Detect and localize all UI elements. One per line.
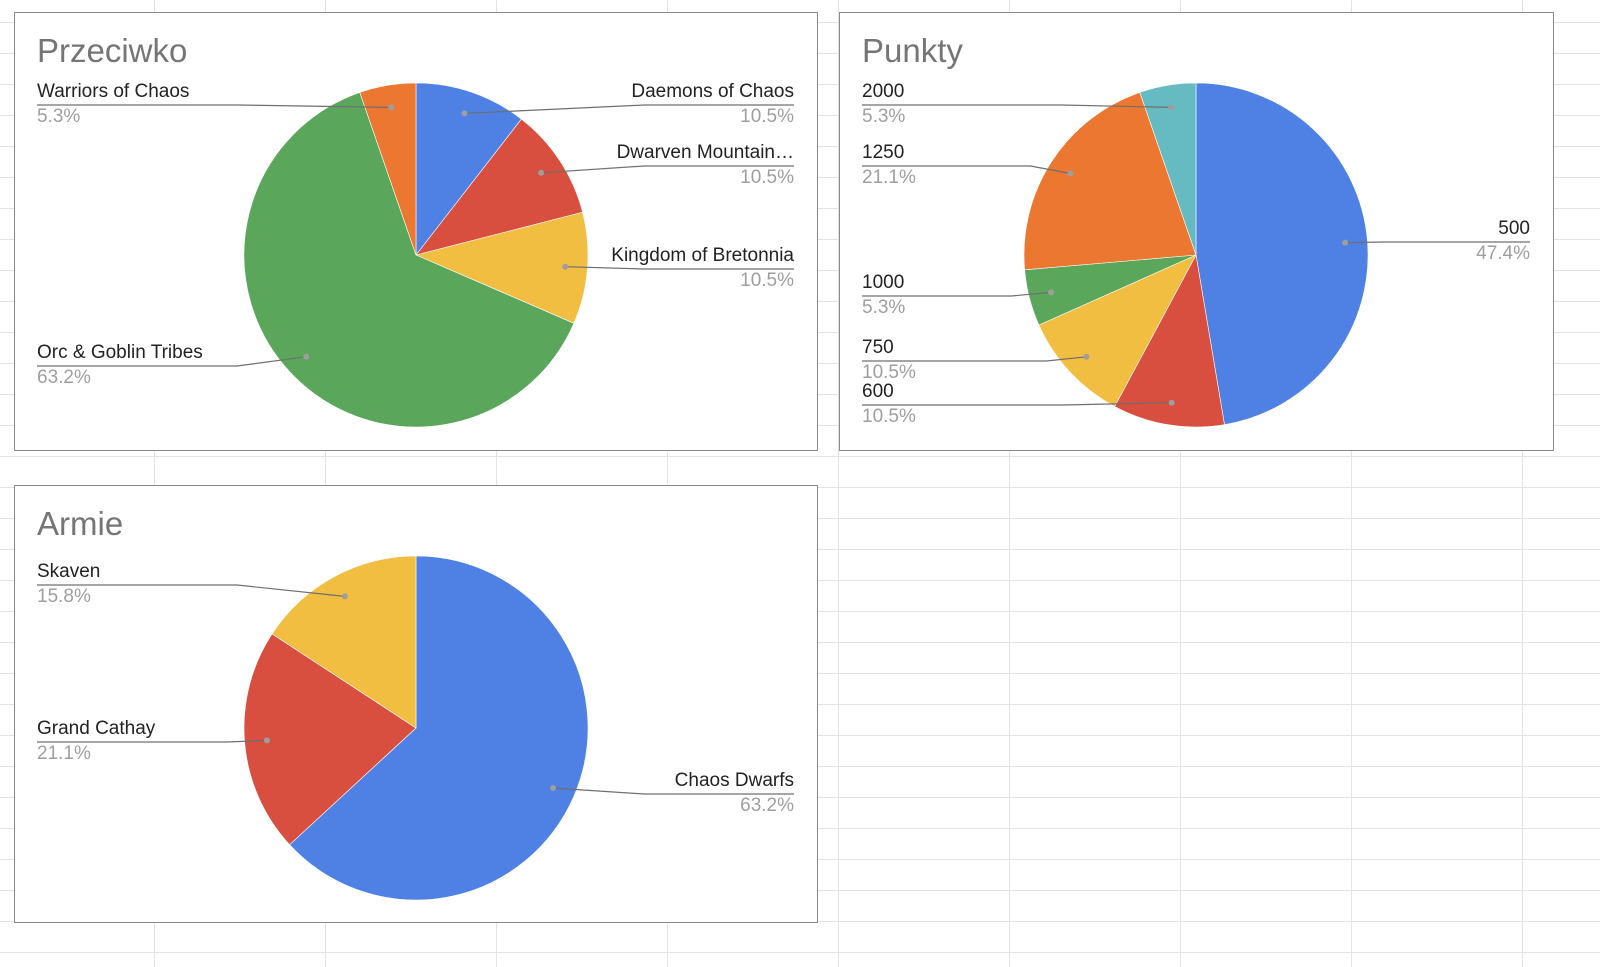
pie-slice-500[interactable] (1195, 82, 1369, 425)
slice-label-skaven: Skaven (37, 561, 100, 582)
leader-dot-dwarven-mountain (538, 169, 545, 176)
slice-percent-chaos-dwarfs: 63.2% (740, 795, 794, 816)
leader-dot-600 (1168, 399, 1175, 406)
leader-line-dwarven-mountain (541, 165, 794, 174)
slice-label-dwarven-mountain: Dwarven Mountain… (617, 142, 794, 163)
leader-dot-skaven (341, 593, 348, 600)
slice-percent-orc-goblin-tribes: 63.2% (37, 367, 91, 388)
pie-slice-warriors-of-chaos[interactable] (359, 82, 417, 256)
pie-slice-grand-cathay[interactable] (243, 633, 417, 846)
leader-line-750 (862, 356, 1087, 362)
leader-line-kingdom-of-bretonnia (565, 266, 794, 270)
leader-line-skaven (37, 584, 345, 597)
chart-armie[interactable]: Armie Chaos Dwarfs 63.2% Grand Cathay 21.1%… (14, 485, 818, 923)
leader-dot-daemons-of-chaos (461, 110, 468, 117)
leader-dot-750 (1083, 353, 1090, 360)
chart-armie-svg: Armie Chaos Dwarfs 63.2% Grand Cathay 21.1%… (37, 505, 794, 901)
slice-percent-skaven: 15.8% (37, 586, 91, 607)
pie-slice-600[interactable] (1114, 254, 1225, 428)
leader-line-1000 (862, 291, 1052, 297)
pie-slice-dwarven-mountain[interactable] (415, 118, 583, 256)
slice-label-kingdom-of-bretonnia: Kingdom of Bretonnia (611, 245, 794, 266)
leader-line-warriors-of-chaos (37, 104, 392, 108)
pie-slice-1250[interactable] (1023, 92, 1197, 271)
slice-labels: 50047.4%60010.5%75010.5%10005.3%125021.1… (862, 81, 1530, 427)
slice-label-orc-goblin-tribes: Orc & Goblin Tribes (37, 342, 203, 363)
slice-label-daemons-of-chaos: Daemons of Chaos (631, 81, 794, 102)
pie-slices (243, 82, 589, 428)
chart-title: Punkty (862, 32, 963, 69)
slice-percent-warriors-of-chaos: 5.3% (37, 106, 80, 127)
leader-lines (862, 104, 1530, 406)
slice-percent-daemons-of-chaos: 10.5% (740, 106, 794, 127)
slice-labels: Daemons of Chaos 10.5% Dwarven Mountain… 10… (37, 81, 794, 388)
leader-line-1250 (862, 165, 1071, 175)
leader-dot-500 (1342, 239, 1349, 246)
chart-punkty[interactable]: Punkty 500 47.4% 600 10.5% 750 10.5% 1000 5.3% 1… (839, 12, 1554, 451)
leader-lines (37, 584, 794, 795)
pie-slice-orc-goblin-tribes[interactable] (243, 92, 575, 428)
pie-slices (1023, 82, 1369, 428)
pie-slice-skaven[interactable] (271, 555, 417, 729)
leader-dot-1000 (1048, 289, 1055, 296)
leader-dot-chaos-dwarfs (550, 785, 557, 791)
leader-dot-2000 (1168, 104, 1175, 111)
slice-percent-500: 47.4% (1476, 243, 1530, 264)
leader-line-grand-cathay (37, 739, 267, 743)
leader-dot-1250 (1067, 170, 1074, 177)
slice-label-chaos-dwarfs: Chaos Dwarfs (675, 770, 794, 791)
slice-percent-2000: 5.3% (862, 106, 905, 127)
pie-slice-kingdom-of-bretonnia[interactable] (415, 211, 589, 324)
chart-title: Armie (37, 505, 123, 542)
pie-slice-chaos-dwarfs[interactable] (289, 555, 589, 901)
slice-label-1250: 1250 (862, 142, 904, 163)
pie-slice-2000[interactable] (1139, 82, 1197, 256)
slice-percent-600: 10.5% (862, 406, 916, 427)
slice-percent-750: 10.5% (862, 362, 916, 383)
chart-przeciwko-svg: Przeciwko Daemons of Chaos 10.5% Dwarven M… (37, 32, 794, 428)
slice-percent-1250: 21.1% (862, 167, 916, 188)
slice-label-750: 750 (862, 337, 894, 358)
slice-label-warriors-of-chaos: Warriors of Chaos (37, 81, 189, 102)
leader-line-2000 (862, 104, 1172, 108)
leader-dot-warriors-of-chaos (388, 104, 395, 111)
chart-przeciwko[interactable]: Przeciwko Daemons of Chaos 10.5% Dwarven M… (14, 12, 818, 451)
slice-label-500: 500 (1498, 218, 1530, 239)
chart-title: Przeciwko (37, 32, 187, 69)
slice-percent-grand-cathay: 21.1% (37, 743, 91, 764)
slice-labels: Chaos Dwarfs 63.2% Grand Cathay 21.1% Skaven… (37, 561, 794, 816)
slice-label-1000: 1000 (862, 272, 904, 293)
leader-dot-grand-cathay (263, 737, 270, 744)
pie-slice-daemons-of-chaos[interactable] (415, 82, 522, 256)
leader-line-600 (862, 402, 1172, 406)
leader-line-chaos-dwarfs (553, 787, 794, 795)
leader-lines (37, 104, 794, 367)
chart-punkty-svg: Punkty 50047.4%60010.5%75010.5%10005.3%1… (862, 32, 1530, 428)
slice-label-2000: 2000 (862, 81, 904, 102)
leader-dot-orc-goblin-tribes (303, 353, 310, 360)
slice-label-600: 600 (862, 381, 894, 402)
leader-dot-kingdom-of-bretonnia (562, 263, 569, 270)
leader-line-500 (1345, 241, 1530, 244)
slice-percent-dwarven-mountain: 10.5% (740, 167, 794, 188)
slice-percent-kingdom-of-bretonnia: 10.5% (740, 270, 794, 291)
slice-percent-1000: 5.3% (862, 297, 905, 318)
leader-line-orc-goblin-tribes (37, 356, 307, 367)
pie-slices (243, 555, 589, 901)
leader-line-daemons-of-chaos (464, 104, 794, 114)
slice-label-grand-cathay: Grand Cathay (37, 718, 156, 739)
